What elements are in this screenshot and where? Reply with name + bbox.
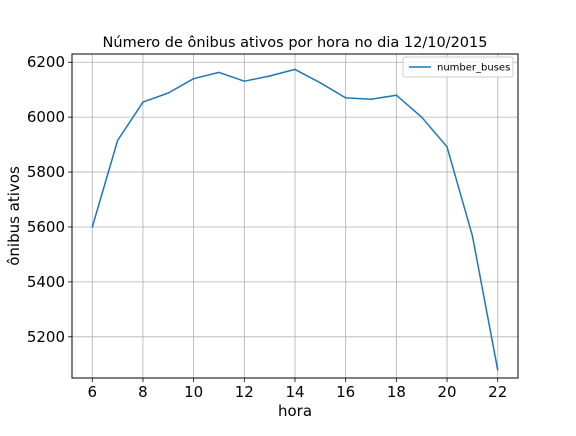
chart-title: Número de ônibus ativos por hora no dia …: [103, 35, 488, 51]
y-axis-label: ônibus ativos: [5, 166, 23, 266]
x-tick-label: 18: [387, 383, 406, 401]
y-tick-label: 6000: [27, 108, 65, 126]
data-point: [446, 146, 448, 148]
data-point: [420, 116, 423, 118]
data-point: [167, 92, 170, 94]
y-tick-label: 5400: [27, 273, 65, 291]
y-tick-label: 6200: [27, 53, 65, 71]
x-tick-label: 14: [285, 383, 304, 401]
data-point: [116, 139, 119, 142]
axis-ticks: 6 8 10 12 14 16 18 20 22 5200 5400 5600 5800 6000 6200: [27, 53, 507, 401]
x-axis-label: hora: [278, 402, 312, 420]
x-tick-label: 22: [488, 383, 507, 401]
data-point: [496, 368, 499, 371]
grid: [72, 54, 518, 378]
x-tick-label: 8: [138, 383, 148, 401]
y-tick-label: 5800: [27, 163, 65, 181]
legend: number_buses: [402, 56, 514, 78]
data-point: [142, 101, 144, 103]
x-tick-label: 6: [87, 383, 97, 401]
series-layer: [91, 68, 499, 371]
y-tick-label: 5600: [27, 218, 65, 236]
data-point: [471, 234, 474, 237]
legend-box: [402, 56, 514, 78]
y-tick-label: 5200: [27, 328, 65, 346]
x-tick-label: 10: [184, 383, 203, 401]
data-point: [268, 75, 271, 77]
data-point: [243, 80, 246, 82]
data-point: [395, 94, 398, 96]
data-point: [294, 68, 296, 71]
legend-label: number_buses: [437, 63, 510, 74]
data-point: [218, 71, 220, 74]
data-point: [344, 97, 347, 99]
x-tick-label: 20: [437, 383, 456, 401]
data-point: [91, 226, 94, 228]
data-point: [370, 98, 372, 101]
data-point: [319, 82, 322, 84]
data-point: [192, 77, 195, 80]
x-tick-label: 16: [336, 383, 355, 401]
x-tick-label: 12: [235, 383, 254, 401]
